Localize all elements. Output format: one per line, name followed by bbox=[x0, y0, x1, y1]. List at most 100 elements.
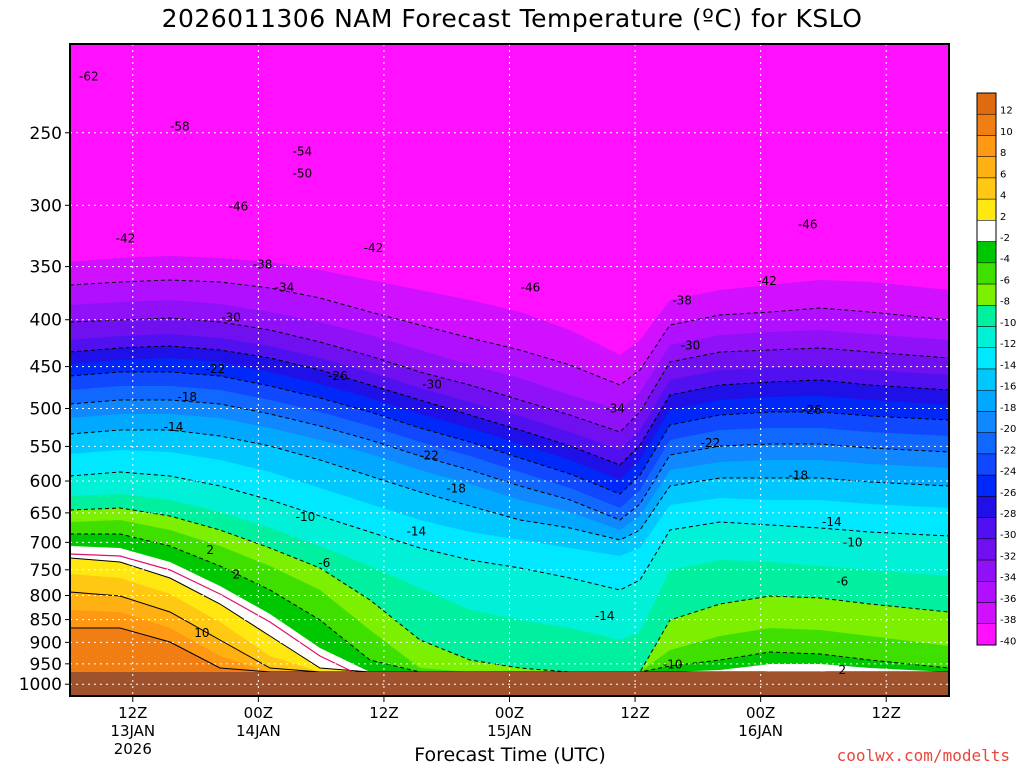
contour-label: -14 bbox=[595, 609, 615, 623]
colorbar-swatch bbox=[976, 262, 997, 285]
contour-label: 2 bbox=[838, 663, 846, 677]
colorbar-label: -12 bbox=[1000, 339, 1016, 350]
y-tick-label: 650 bbox=[30, 504, 62, 524]
y-tick-label: 700 bbox=[30, 533, 62, 553]
contour-label: -14 bbox=[164, 420, 184, 434]
colorbar-label: 6 bbox=[1000, 169, 1006, 180]
x-tick-label: 00Z bbox=[746, 704, 775, 722]
colorbar-label: -30 bbox=[1000, 530, 1016, 541]
x-tick-label: 00Z bbox=[495, 704, 524, 722]
colorbar-swatch bbox=[976, 623, 997, 646]
colorbar-label: 12 bbox=[1000, 106, 1013, 117]
colorbar-swatch bbox=[976, 389, 997, 412]
contour-label: -34 bbox=[605, 402, 625, 416]
contour-label: -58 bbox=[170, 119, 190, 133]
colorbar-label: -16 bbox=[1000, 382, 1016, 393]
contour-label: -46 bbox=[229, 200, 249, 214]
colorbar-label: -18 bbox=[1000, 403, 1016, 414]
y-tick-label: 850 bbox=[30, 611, 62, 631]
contour-label: -42 bbox=[364, 241, 384, 255]
y-tick-label: 750 bbox=[30, 561, 62, 581]
colorbar-swatch bbox=[976, 241, 997, 264]
y-tick-label: 800 bbox=[30, 586, 62, 606]
colorbar-label: -38 bbox=[1000, 615, 1016, 626]
contour-line-cold-1 bbox=[70, 317, 949, 433]
colorbar-swatch bbox=[976, 432, 997, 455]
colorbar-swatch bbox=[976, 135, 997, 157]
x-tick-label: 12Z bbox=[369, 704, 398, 722]
colorbar-swatch bbox=[976, 559, 997, 582]
contour-label: -42 bbox=[116, 231, 136, 245]
contour-label: -46 bbox=[521, 281, 541, 295]
contour-label: -18 bbox=[446, 481, 466, 495]
x-tick-label: 16JAN bbox=[738, 722, 783, 740]
contour-label: -14 bbox=[407, 524, 427, 538]
contour-label: -50 bbox=[293, 167, 313, 181]
colorbar-swatch bbox=[976, 177, 997, 200]
y-tick-label: 350 bbox=[30, 258, 62, 278]
colorbar-swatch bbox=[976, 326, 997, 349]
contour-line-cold-2 bbox=[70, 345, 949, 466]
contour-label: -10 bbox=[663, 658, 683, 672]
colorbar-swatch bbox=[976, 368, 997, 391]
colorbar-label: -22 bbox=[1000, 445, 1016, 456]
x-tick-label: 14JAN bbox=[236, 722, 281, 740]
contour-line-cold-6 bbox=[70, 471, 949, 591]
colorbar-label: -36 bbox=[1000, 594, 1016, 605]
colorbar-label: -2 bbox=[1000, 233, 1010, 244]
colorbar-swatch bbox=[976, 538, 997, 561]
colorbar-swatch bbox=[976, 581, 997, 603]
colorbar-label: -4 bbox=[1000, 254, 1010, 265]
contour-label: -22 bbox=[206, 362, 226, 376]
x-tick-label: 12Z bbox=[620, 704, 649, 722]
colorbar-swatch bbox=[976, 220, 997, 242]
contour-label: -54 bbox=[293, 144, 313, 158]
colorbar-swatch bbox=[976, 198, 997, 221]
colorbar-label: -14 bbox=[1000, 360, 1016, 371]
colorbar-label: -20 bbox=[1000, 424, 1016, 435]
y-tick-label: 550 bbox=[30, 437, 62, 457]
colorbar-swatch bbox=[976, 283, 997, 306]
colorbar-swatch bbox=[976, 92, 997, 115]
colorbar-swatch bbox=[976, 347, 997, 370]
contour-label: -30 bbox=[221, 311, 241, 325]
colorbar-label: -26 bbox=[1000, 488, 1016, 499]
colorbar-swatch bbox=[976, 156, 997, 179]
x-tick-label: 2026 bbox=[114, 740, 152, 758]
colorbar-label: 8 bbox=[1000, 148, 1006, 159]
contour-label: -30 bbox=[681, 339, 701, 353]
colorbar-label: -10 bbox=[1000, 318, 1016, 329]
colorbar-label: -8 bbox=[1000, 297, 1010, 308]
y-tick-label: 500 bbox=[30, 400, 62, 420]
y-tick-label: 250 bbox=[30, 124, 62, 144]
y-tick-label: 600 bbox=[30, 472, 62, 492]
x-tick-label: 12Z bbox=[118, 704, 147, 722]
colorbar-frame bbox=[976, 92, 997, 646]
contour-label: -6 bbox=[836, 574, 848, 588]
y-tick-label: 950 bbox=[30, 655, 62, 675]
contour-label: 2 bbox=[206, 543, 214, 557]
x-tick-label: 13JAN bbox=[110, 722, 155, 740]
x-tick-label: 15JAN bbox=[487, 722, 532, 740]
y-tick-label: 900 bbox=[30, 633, 62, 653]
temperature-band-19 bbox=[70, 558, 949, 696]
contour-label: -10 bbox=[843, 535, 863, 549]
colorbar-label: -32 bbox=[1000, 551, 1016, 562]
colorbar-swatch bbox=[976, 113, 997, 136]
contour-label: -26 bbox=[328, 369, 348, 383]
contour-label: -46 bbox=[798, 218, 818, 232]
colorbar-swatch bbox=[976, 305, 997, 327]
y-tick-label: 400 bbox=[30, 311, 62, 331]
colorbar-swatch bbox=[976, 496, 997, 518]
colorbar-label: -34 bbox=[1000, 573, 1016, 584]
x-axis-label: Forecast Time (UTC) bbox=[414, 744, 606, 766]
contour-line-cold-3 bbox=[70, 371, 949, 495]
source-credit: coolwx.com/modelts bbox=[836, 746, 1010, 765]
colorbar-label: 10 bbox=[1000, 127, 1013, 138]
contour-label: -42 bbox=[757, 274, 777, 288]
chart-title: 2026011306 NAM Forecast Temperature (ºC)… bbox=[161, 4, 863, 33]
y-tick-label: 300 bbox=[30, 196, 62, 216]
contour-label: -26 bbox=[802, 403, 822, 417]
temperature-band-20 bbox=[70, 574, 949, 696]
